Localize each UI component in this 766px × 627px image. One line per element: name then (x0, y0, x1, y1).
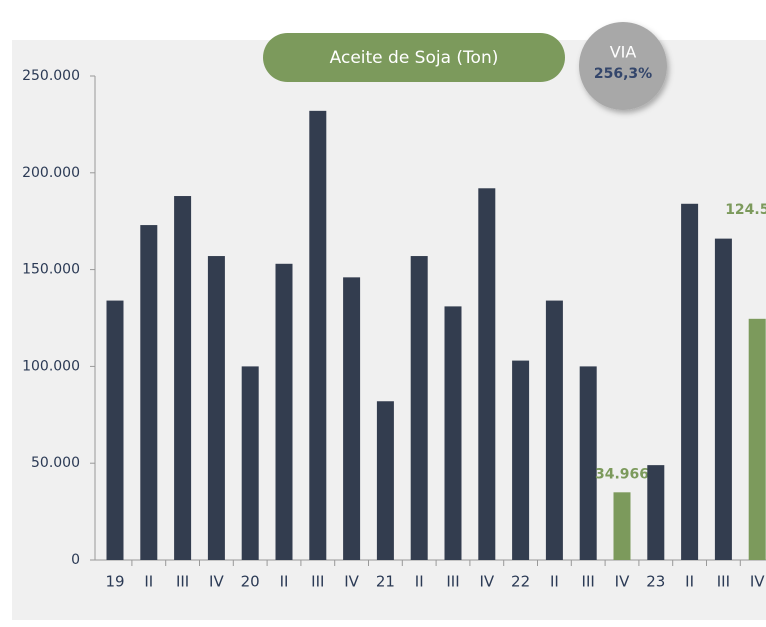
bar (275, 263, 293, 560)
chart-title: Aceite de Soja (Ton) (330, 48, 499, 68)
x-tick-label: II (144, 573, 153, 591)
bar (681, 203, 699, 560)
x-tick-label: IV (209, 573, 224, 591)
x-tick-label: IV (344, 573, 359, 591)
y-tick-label: 0 (71, 552, 80, 568)
x-tick-label: II (415, 573, 424, 591)
bar (174, 196, 192, 561)
x-tick-label: III (311, 573, 324, 591)
x-tick-label: III (176, 573, 189, 591)
value-label: 34.966 (595, 466, 649, 482)
badge (579, 22, 667, 110)
bar (545, 300, 563, 560)
x-tick-label: IV (750, 573, 765, 591)
badge-value: 256,3% (594, 66, 652, 82)
x-tick-label: 19 (105, 573, 124, 591)
bar (106, 300, 124, 560)
bar (647, 465, 665, 560)
bar (410, 256, 428, 560)
bar (478, 188, 496, 560)
x-tick-label: 20 (241, 573, 260, 591)
y-tick-label: 200.000 (22, 165, 80, 181)
bar (140, 225, 158, 560)
y-tick-label: 250.000 (22, 68, 80, 84)
bar (241, 366, 259, 560)
value-label: 124.579 (725, 202, 766, 218)
badge-label: VIA (610, 43, 637, 62)
bar (207, 256, 225, 560)
x-tick-label: IV (615, 573, 630, 591)
x-tick-label: III (717, 573, 730, 591)
x-tick-label: 23 (646, 573, 665, 591)
bar (309, 110, 327, 561)
x-tick-label: III (446, 573, 459, 591)
y-tick-label: 100.000 (22, 358, 80, 374)
x-tick-label: IV (479, 573, 494, 591)
title-pill (263, 33, 565, 82)
x-tick-label: III (582, 573, 595, 591)
bar (748, 318, 766, 560)
bar (714, 238, 732, 560)
x-tick-label: 21 (376, 573, 395, 591)
bar (444, 306, 462, 560)
bar (579, 366, 597, 560)
x-tick-label: 22 (511, 573, 530, 591)
x-tick-label: II (550, 573, 559, 591)
bar (512, 360, 530, 560)
x-tick-label: II (685, 573, 694, 591)
bar (613, 492, 631, 560)
x-tick-label: II (280, 573, 289, 591)
bar (343, 277, 361, 560)
y-tick-label: 50.000 (31, 455, 80, 471)
y-tick-label: 150.000 (22, 262, 80, 278)
bar (376, 401, 394, 560)
